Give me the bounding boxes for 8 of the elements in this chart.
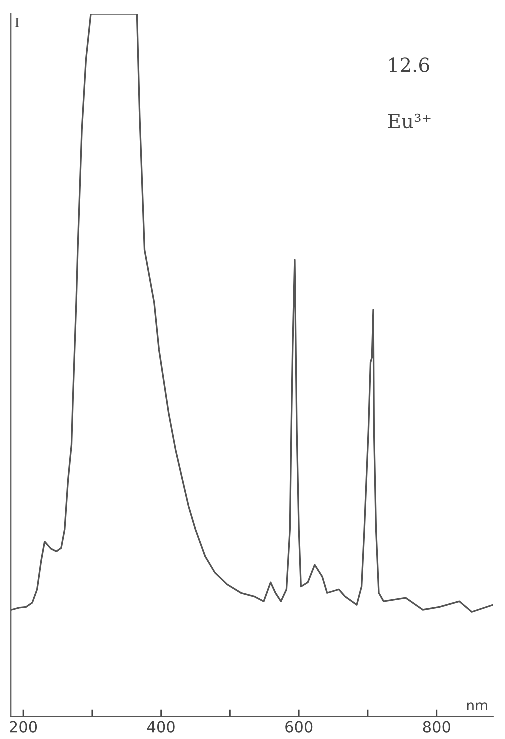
annotation: Eu³⁺ — [388, 114, 431, 129]
x-axis-title: nm — [467, 702, 488, 710]
x-tick-label: 600 — [286, 721, 313, 733]
x-tick-label: 200 — [10, 721, 38, 733]
annotation: 12.6 — [390, 58, 430, 72]
x-tick-label: 800 — [423, 721, 450, 733]
x-tick-label: 400 — [147, 721, 175, 733]
y-axis-title: I — [15, 18, 20, 28]
